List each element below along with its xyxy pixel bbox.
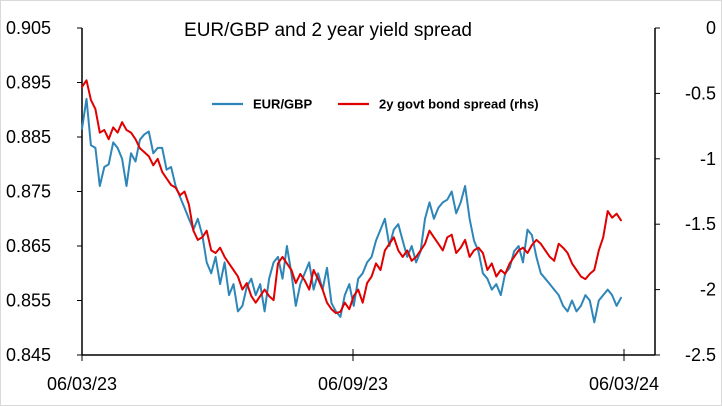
right-tick-label: -2.5 bbox=[685, 345, 716, 365]
series-line-eurgbp bbox=[81, 97, 622, 324]
right-tick-label: 0 bbox=[706, 18, 716, 38]
series-lines bbox=[81, 79, 622, 324]
left-tick-label: 0.905 bbox=[6, 18, 51, 38]
legend-label-spread: 2y govt bond spread (rhs) bbox=[379, 97, 539, 112]
legend: EUR/GBP 2y govt bond spread (rhs) bbox=[212, 97, 539, 112]
left-tick-label: 0.855 bbox=[6, 291, 51, 311]
legend-label-eurgbp: EUR/GBP bbox=[253, 97, 313, 112]
chart-title: EUR/GBP and 2 year yield spread bbox=[184, 20, 472, 41]
left-tick-label: 0.885 bbox=[6, 127, 51, 147]
left-tick-label: 0.865 bbox=[6, 236, 51, 256]
axes: 0.905 0.895 0.885 0.875 0.865 0.855 0.845 0 -0.5… bbox=[6, 18, 716, 394]
x-tick-label: 06/03/23 bbox=[47, 374, 117, 394]
right-tick-label: -1.5 bbox=[685, 214, 716, 234]
right-tick-label: -1 bbox=[700, 149, 716, 169]
x-tick-label: 06/03/24 bbox=[589, 374, 659, 394]
left-tick-label: 0.875 bbox=[6, 182, 51, 202]
right-tick-label: -0.5 bbox=[685, 83, 716, 103]
right-tick-label: -2 bbox=[700, 280, 716, 300]
left-tick-label: 0.845 bbox=[6, 345, 51, 365]
x-tick-label: 06/09/23 bbox=[318, 374, 388, 394]
left-tick-label: 0.895 bbox=[6, 73, 51, 93]
series-line-spread bbox=[81, 79, 622, 315]
